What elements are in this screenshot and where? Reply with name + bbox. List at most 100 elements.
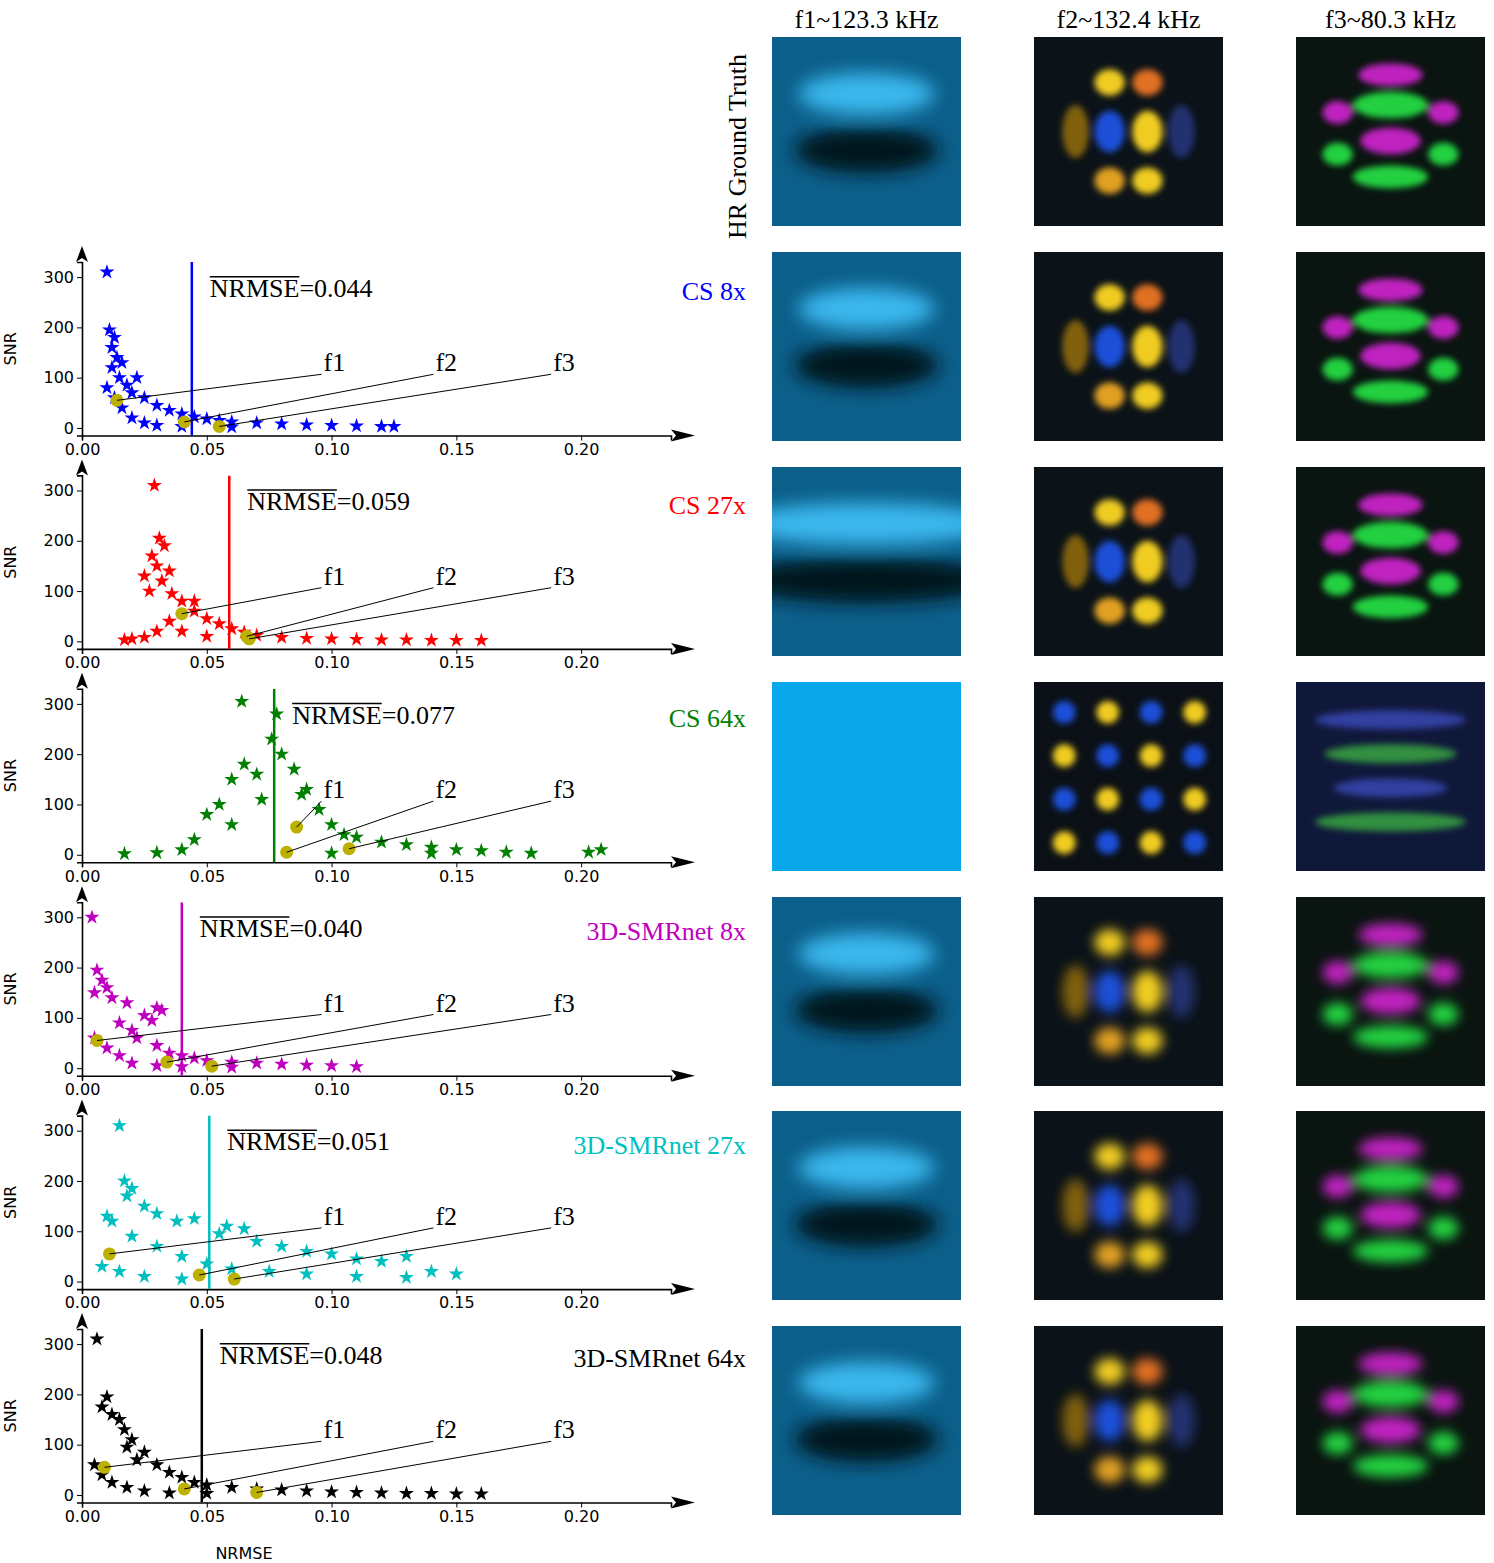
scatter-point [324, 845, 339, 859]
image-pattern [1094, 326, 1124, 368]
image-pattern [1183, 744, 1206, 767]
image-pattern [1094, 971, 1124, 1013]
mean-line [228, 475, 231, 649]
mean-annotation: NRMSE=0.044 [210, 274, 373, 303]
image-pattern [1358, 1137, 1422, 1160]
image-pattern [1096, 788, 1119, 811]
image-pattern [1428, 531, 1458, 554]
x-tick: 0.00 [65, 1503, 101, 1526]
y-tick-label: 300 [43, 695, 74, 714]
x-tick-label: 0.10 [314, 440, 350, 459]
scatter-point [112, 1118, 127, 1132]
image-pattern [1322, 573, 1352, 596]
image-pattern [1353, 1166, 1429, 1192]
image-cell [1034, 467, 1223, 656]
x-tick-label: 0.05 [189, 1080, 225, 1099]
x-tick-label: 0.20 [564, 440, 600, 459]
image-background [772, 1326, 961, 1515]
scatter-point [324, 631, 339, 645]
image-pattern [1428, 573, 1458, 596]
scatter-point [264, 731, 279, 745]
y-tick: 0 [64, 1486, 82, 1505]
y-tick-label: 200 [43, 745, 74, 764]
image-pattern [1132, 382, 1162, 408]
image-pattern [1094, 1241, 1124, 1267]
image-pattern [1094, 597, 1124, 623]
scatter-point [224, 771, 239, 785]
mean-annotation: NRMSE=0.051 [227, 1127, 390, 1156]
x-tick-label: 0.10 [314, 867, 350, 886]
image-pattern [1322, 1432, 1352, 1455]
x-axis: 0.000.050.100.150.20 [65, 1076, 672, 1099]
highlight-label: f1 [323, 1202, 345, 1231]
scatter-point [274, 746, 289, 760]
y-tick-label: 200 [43, 531, 74, 550]
image-pattern [1094, 499, 1124, 525]
image-cell [772, 1326, 961, 1515]
x-tick-label: 0.00 [65, 653, 101, 672]
image-pattern [1353, 92, 1429, 118]
y-tick-label: 0 [64, 1272, 74, 1291]
y-axis-line [77, 689, 83, 863]
scatter-point [237, 756, 252, 770]
scatter-point [162, 402, 177, 416]
scatter-point [164, 586, 179, 600]
scatter-point [174, 623, 189, 637]
x-tick: 0.20 [564, 436, 600, 459]
y-tick-mark [77, 277, 82, 278]
scatter-point [137, 1198, 152, 1212]
image-pattern [1062, 105, 1088, 158]
image-pattern [1132, 499, 1162, 525]
scatter-point [99, 264, 114, 278]
scatter-point [262, 1264, 277, 1278]
x-tick-label: 0.00 [65, 440, 101, 459]
y-tick-mark [77, 704, 82, 705]
plot-area [94, 1116, 463, 1289]
image-pattern [1132, 971, 1162, 1013]
image-pattern [1140, 788, 1163, 811]
scatter-point [137, 629, 152, 643]
highlight-label: f3 [553, 562, 575, 591]
image-pattern [1053, 788, 1076, 811]
x-tick: 0.10 [314, 436, 350, 459]
scatter-point [374, 419, 389, 433]
image-pattern [1353, 596, 1429, 619]
scatter-point [174, 1271, 189, 1285]
image-pattern [1096, 701, 1119, 724]
image-pattern [1358, 278, 1422, 301]
scatter-point [299, 630, 314, 644]
leader-line [349, 801, 551, 849]
scatter-point [149, 397, 164, 411]
scatter-point [474, 843, 489, 857]
scatter-point [124, 1055, 139, 1069]
scatter-point [254, 792, 269, 806]
image-pattern [1353, 952, 1429, 978]
image-pattern [798, 288, 934, 330]
scatter-point [324, 418, 339, 432]
y-tick-label: 100 [43, 1435, 74, 1454]
image-cell [1296, 1326, 1485, 1515]
overline [200, 916, 290, 918]
scatter-point [117, 846, 132, 860]
image-pattern [1132, 284, 1162, 310]
leader-line [257, 1441, 551, 1492]
y-tick-mark [77, 1131, 82, 1132]
image-pattern [1062, 965, 1088, 1018]
y-tick-label: 200 [43, 958, 74, 977]
y-tick-mark [77, 804, 82, 805]
y-tick: 0 [64, 632, 82, 651]
scatter-point [149, 1457, 164, 1471]
y-tick: 200 [43, 745, 82, 764]
scatter-point [212, 616, 227, 630]
scatter-point [149, 558, 164, 572]
image-cell [1296, 1111, 1485, 1300]
image-cell [1296, 252, 1485, 441]
x-axis-arrow [671, 1497, 695, 1509]
scatter-point [94, 1259, 109, 1273]
x-tick: 0.00 [65, 649, 101, 672]
x-tick-label: 0.20 [564, 1293, 600, 1312]
leader-line [182, 588, 322, 614]
x-axis: 0.000.050.100.150.20 [65, 1503, 672, 1526]
image-pattern [1062, 535, 1088, 588]
image-pattern [1168, 965, 1194, 1018]
